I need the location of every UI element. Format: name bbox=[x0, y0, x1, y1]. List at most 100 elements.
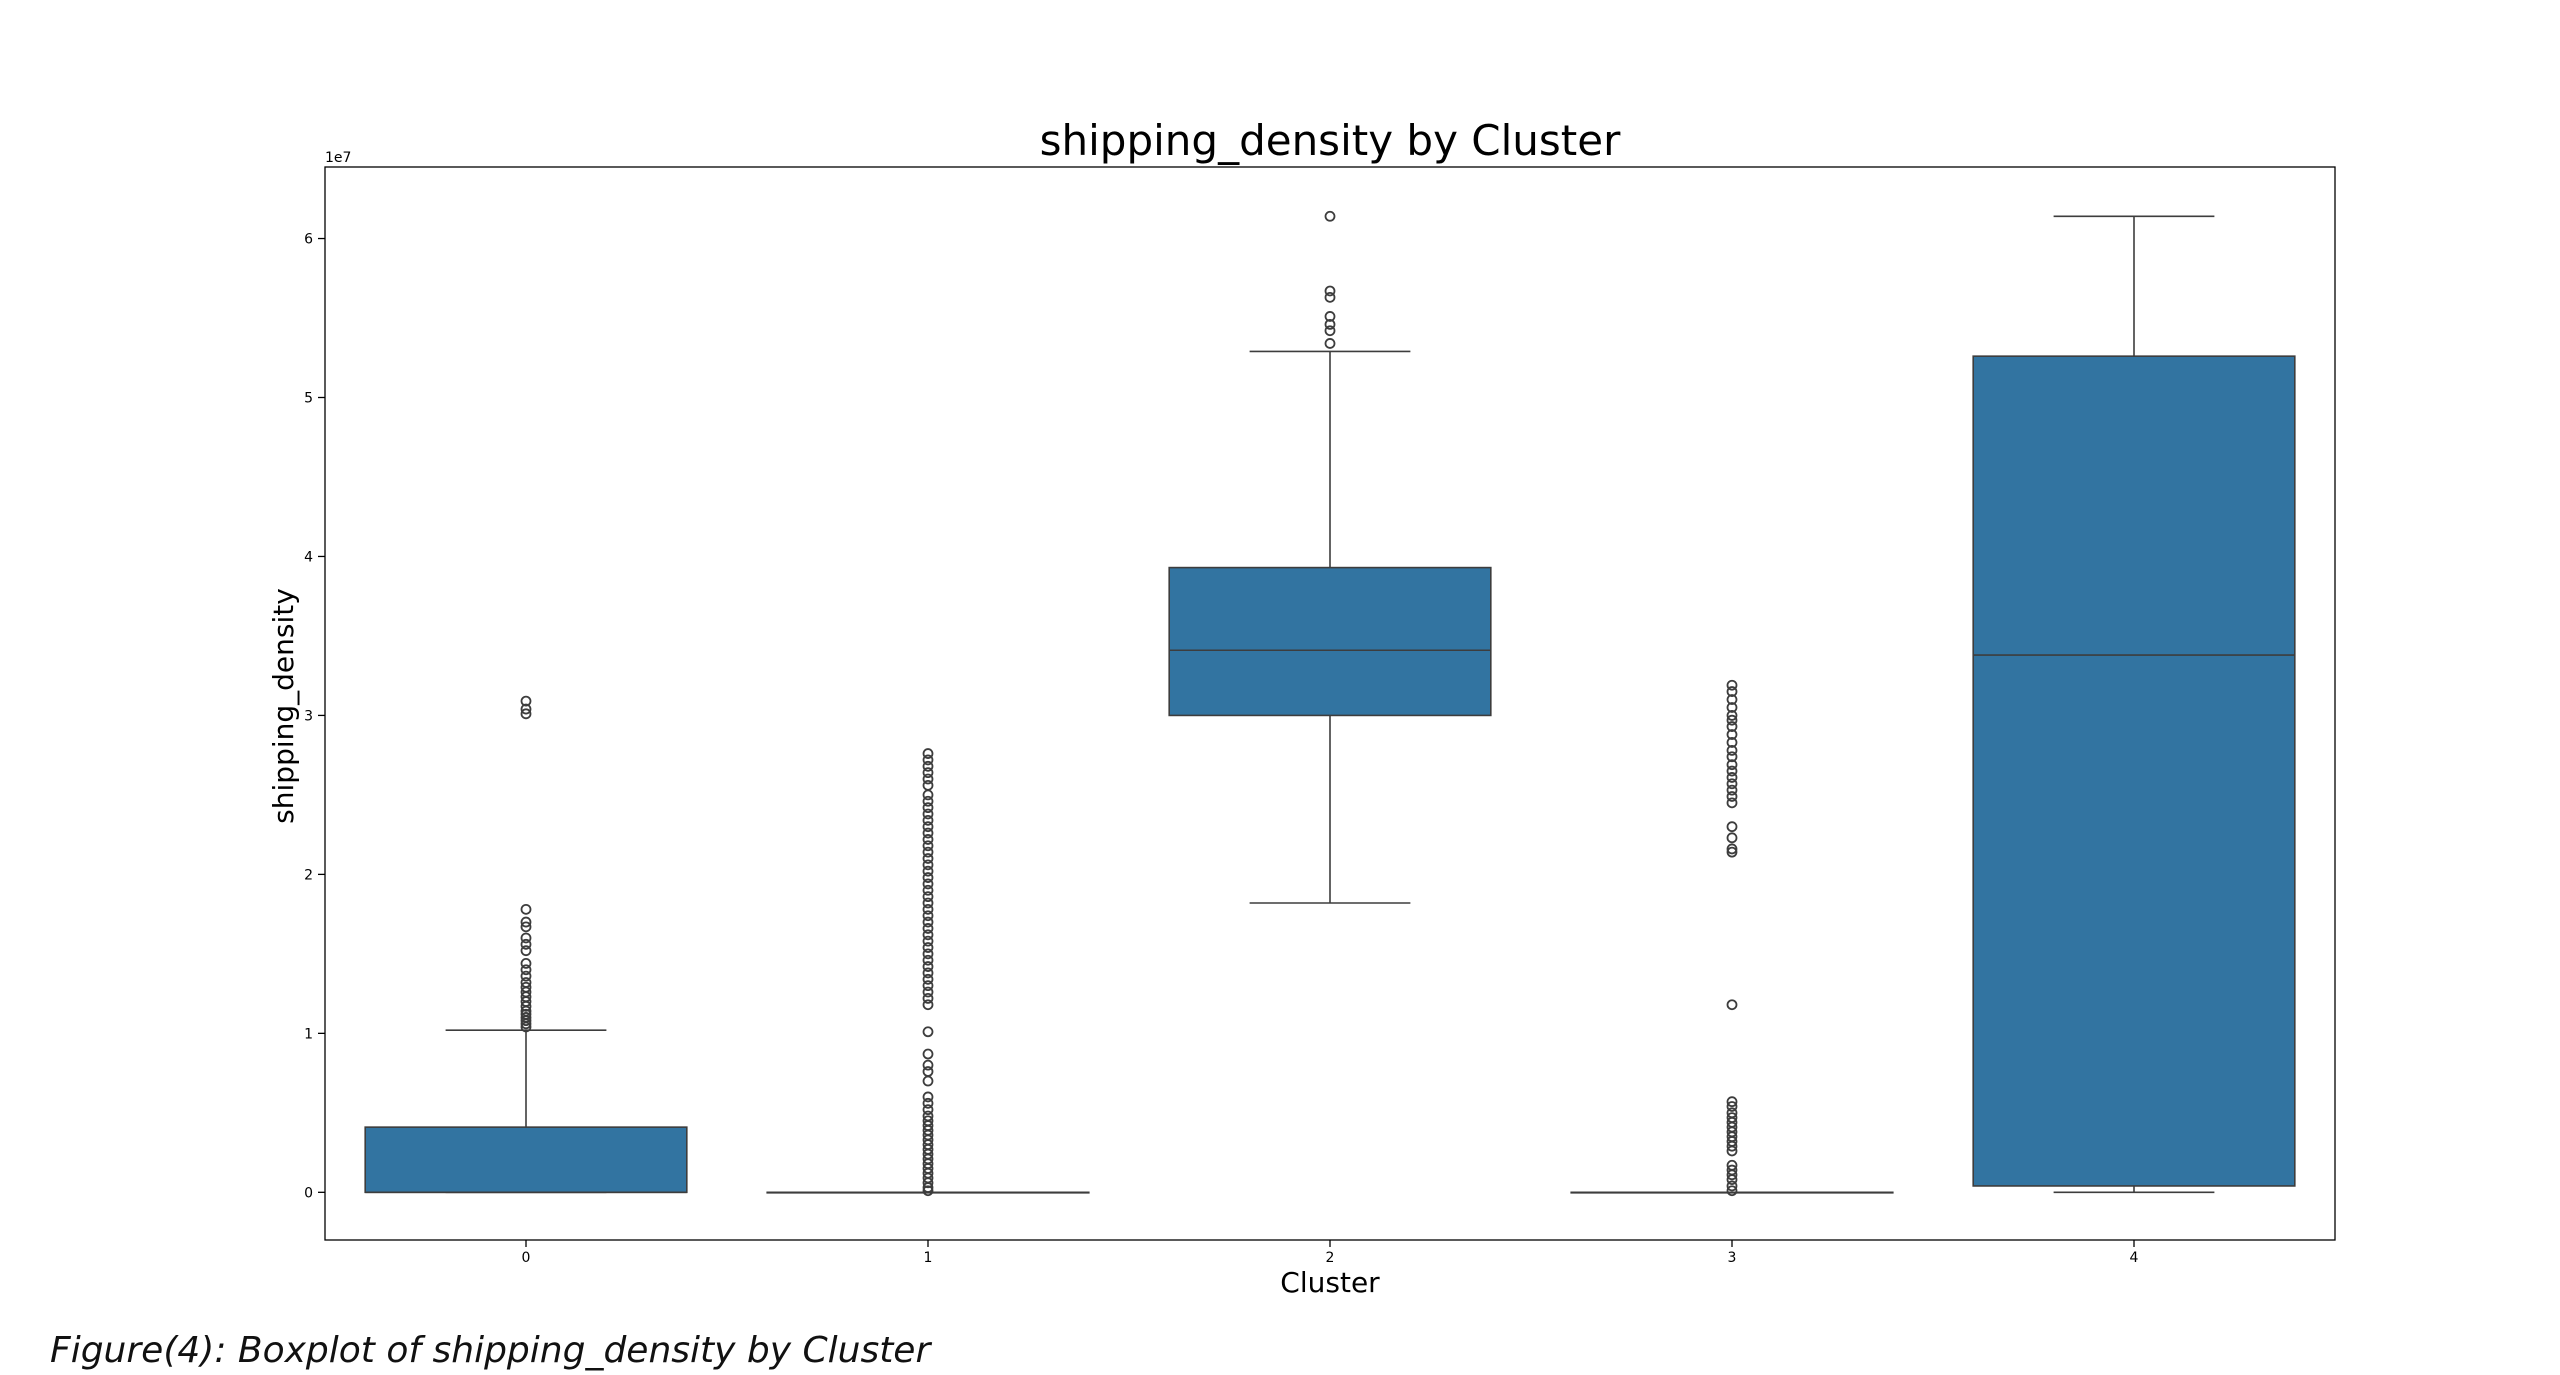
outlier-point bbox=[520, 964, 532, 976]
plot-frame bbox=[324, 166, 2336, 1241]
outlier-point bbox=[1726, 1185, 1738, 1197]
outlier-point bbox=[922, 1091, 934, 1103]
outlier-point bbox=[922, 827, 934, 839]
outlier-point bbox=[520, 695, 532, 707]
outlier-point bbox=[1726, 679, 1738, 691]
x-axis-label: Cluster bbox=[1280, 1266, 1380, 1299]
outlier-point bbox=[922, 954, 934, 966]
outlier-point bbox=[922, 802, 934, 814]
outlier-point bbox=[922, 910, 934, 922]
outlier-point bbox=[1726, 694, 1738, 705]
outlier-point bbox=[520, 903, 532, 915]
outlier-point bbox=[922, 859, 934, 871]
outlier-point bbox=[520, 970, 532, 982]
outlier-point bbox=[922, 808, 934, 820]
outlier-point bbox=[922, 760, 934, 772]
y-tick-label: 1 bbox=[304, 1026, 313, 1042]
outlier-point bbox=[520, 703, 532, 715]
outlier-point bbox=[1726, 1112, 1738, 1123]
x-tick-label: 4 bbox=[2130, 1250, 2139, 1266]
outlier-point bbox=[1726, 686, 1738, 697]
outlier-point bbox=[922, 897, 934, 909]
outlier-point bbox=[922, 1185, 934, 1197]
box-cluster-4 bbox=[1972, 355, 2296, 1187]
outlier-point bbox=[922, 872, 934, 883]
outlier-point bbox=[1726, 832, 1738, 844]
outlier-point bbox=[922, 1075, 934, 1087]
outlier-point bbox=[922, 948, 934, 960]
y-tick-label: 3 bbox=[304, 708, 313, 724]
outlier-point bbox=[520, 921, 532, 933]
outlier-point bbox=[520, 1008, 532, 1020]
outlier-point bbox=[520, 945, 532, 957]
outlier-point bbox=[1726, 1107, 1738, 1119]
outlier-point bbox=[922, 884, 934, 896]
outlier-point bbox=[520, 1012, 532, 1023]
outlier-point bbox=[1726, 843, 1738, 855]
outlier-point bbox=[922, 767, 934, 779]
outlier-point bbox=[1324, 285, 1336, 297]
outlier-point bbox=[922, 1115, 934, 1127]
outlier-point bbox=[520, 981, 532, 993]
outlier-point bbox=[922, 1066, 934, 1077]
outlier-point bbox=[922, 795, 934, 807]
outlier-point bbox=[1726, 797, 1738, 809]
outlier-point bbox=[520, 708, 532, 720]
outlier-point bbox=[1726, 1164, 1738, 1176]
y-axis-label: shipping_density bbox=[267, 588, 300, 824]
outlier-point bbox=[922, 891, 934, 903]
outlier-point bbox=[1726, 1159, 1738, 1171]
outlier-point bbox=[922, 929, 934, 941]
outlier-point bbox=[1726, 702, 1738, 713]
outlier-point bbox=[922, 1097, 934, 1109]
outlier-point bbox=[1726, 1096, 1738, 1108]
outlier-point bbox=[1726, 791, 1738, 802]
outlier-point bbox=[520, 938, 532, 950]
outlier-point bbox=[922, 973, 934, 985]
outlier-point bbox=[1726, 765, 1738, 777]
outlier-point bbox=[1726, 751, 1738, 763]
outlier-point bbox=[922, 846, 934, 858]
outlier-point bbox=[520, 916, 532, 928]
y-tick-label: 0 bbox=[304, 1185, 313, 1201]
outlier-point bbox=[922, 840, 934, 852]
outlier-point bbox=[1726, 737, 1738, 748]
outlier-point bbox=[1726, 744, 1738, 756]
outlier-point bbox=[922, 961, 934, 972]
outlier-point bbox=[1726, 759, 1738, 771]
outlier-point bbox=[1324, 325, 1336, 337]
outlier-point bbox=[1726, 710, 1738, 721]
outlier-point bbox=[922, 853, 934, 864]
outlier-point bbox=[922, 779, 934, 791]
outlier-point bbox=[922, 1104, 934, 1116]
outlier-point bbox=[1726, 729, 1738, 740]
outlier-point bbox=[922, 814, 934, 826]
box-cluster-0 bbox=[364, 1126, 688, 1194]
y-tick-label: 2 bbox=[304, 867, 313, 883]
outlier-point bbox=[1324, 311, 1336, 322]
outlier-point bbox=[922, 773, 934, 785]
outlier-point bbox=[1726, 714, 1738, 726]
outlier-point bbox=[922, 999, 934, 1011]
figure-caption: Figure(4): Boxplot of shipping_density b… bbox=[50, 1330, 931, 1371]
x-tick-label: 3 bbox=[1728, 1250, 1737, 1266]
outlier-point bbox=[922, 748, 934, 759]
x-tick-label: 0 bbox=[522, 1250, 531, 1266]
outlier-point bbox=[922, 980, 934, 992]
outlier-point bbox=[1726, 1101, 1738, 1112]
outlier-point bbox=[1726, 1180, 1738, 1192]
outlier-point bbox=[1726, 721, 1738, 732]
outlier-point bbox=[1726, 821, 1738, 833]
outlier-point bbox=[922, 942, 934, 953]
outlier-point bbox=[922, 986, 934, 998]
outlier-point bbox=[1726, 778, 1738, 790]
outlier-point bbox=[922, 1048, 934, 1060]
outlier-point bbox=[1726, 784, 1738, 796]
y-tick-label: 6 bbox=[304, 232, 313, 248]
outlier-point bbox=[922, 923, 934, 934]
outlier-point bbox=[922, 754, 934, 766]
outlier-point bbox=[922, 992, 934, 1004]
chart-title: shipping_density by Cluster bbox=[1040, 116, 1621, 165]
outlier-point bbox=[922, 967, 934, 979]
outlier-point bbox=[922, 1110, 934, 1122]
